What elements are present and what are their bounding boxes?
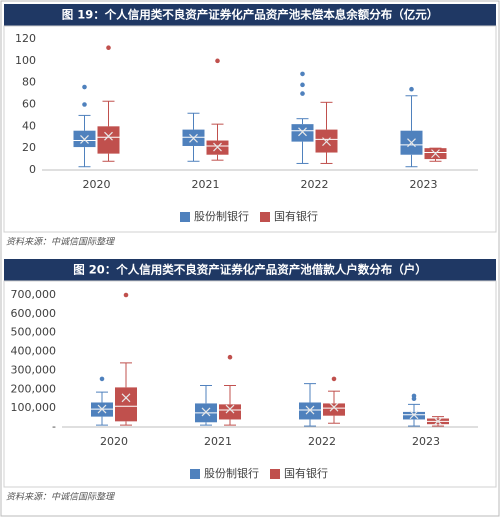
box [403,411,425,420]
outlier [411,393,417,399]
x-tick-label: 2021 [192,178,220,191]
y-tick-label: 600,000 [11,307,57,320]
legend-swatch [270,469,280,479]
chart-title: 图 20：个人信用类不良资产证券化产品资产池借款人户数分布（户） [73,263,427,277]
outlier [215,58,220,64]
mean-marker [201,407,211,417]
mean-marker [322,137,331,147]
y-tick-label: 500,000 [11,326,57,339]
mean-marker [329,402,339,412]
mean-marker [213,142,222,152]
y-tick-label: 100 [15,54,36,67]
y-tick-label: 200,000 [11,382,57,395]
box [291,124,314,142]
outlier [227,354,233,360]
mean-marker [121,393,131,403]
mean-marker [225,404,235,414]
legend-swatch [260,212,270,222]
mean-marker [189,133,198,143]
legend-swatch [190,469,200,479]
outlier [300,82,305,88]
y-tick-label: 20 [22,141,36,154]
outlier [99,376,105,382]
plot-panel [3,280,497,488]
mean-marker [407,138,416,148]
header-bar [4,259,496,281]
x-tick-label: 2020 [83,178,111,191]
x-tick-label: 2022 [301,178,329,191]
mean-marker [305,405,315,415]
y-tick-label: 60 [22,98,36,111]
outlier [123,292,129,298]
outlier [106,45,111,51]
mean-marker [433,416,443,426]
x-tick-label: 2020 [100,435,128,448]
outlier [82,102,87,107]
y-tick-label: - [52,420,56,433]
y-tick-label: 120 [15,32,36,45]
source-note: 资料来源：中诚信国际整理 [6,237,116,248]
source-note: 资料来源：中诚信国际整理 [6,492,116,503]
outlier [300,71,305,77]
legend-label: 股份制银行 [194,209,249,223]
mean-marker [97,404,107,414]
legend-label: 国有银行 [274,209,318,223]
y-tick-label: 700,000 [11,288,57,301]
x-tick-label: 2021 [204,435,232,448]
box [299,402,321,420]
box [323,403,345,416]
y-tick-label: 40 [22,119,36,132]
x-tick-label: 2022 [308,435,336,448]
mean-marker [104,131,113,141]
box [115,387,137,422]
x-tick-label: 2023 [410,178,438,191]
mean-marker [409,410,419,420]
box [97,126,120,154]
box [219,404,241,420]
y-tick-label: 100,000 [11,401,57,414]
plot-panel [3,25,497,233]
outlier [331,376,337,382]
y-tick-label: 400,000 [11,345,57,358]
y-tick-label: 300,000 [11,363,57,376]
x-tick-label: 2023 [412,435,440,448]
chart-title: 图 19：个人信用类不良资产证券化产品资产池未偿本息余额分布（亿元） [62,8,439,22]
y-tick-label: 80 [22,76,36,89]
mean-marker [298,127,307,137]
outlier [300,91,305,96]
mean-marker [80,135,89,144]
mean-marker [431,149,440,159]
outlier [82,84,87,90]
outlier [409,86,414,92]
header-bar [4,4,496,26]
y-tick-label: 0 [29,163,36,176]
legend-label: 股份制银行 [204,466,259,480]
legend-swatch [180,212,190,222]
legend-label: 国有银行 [284,466,328,480]
